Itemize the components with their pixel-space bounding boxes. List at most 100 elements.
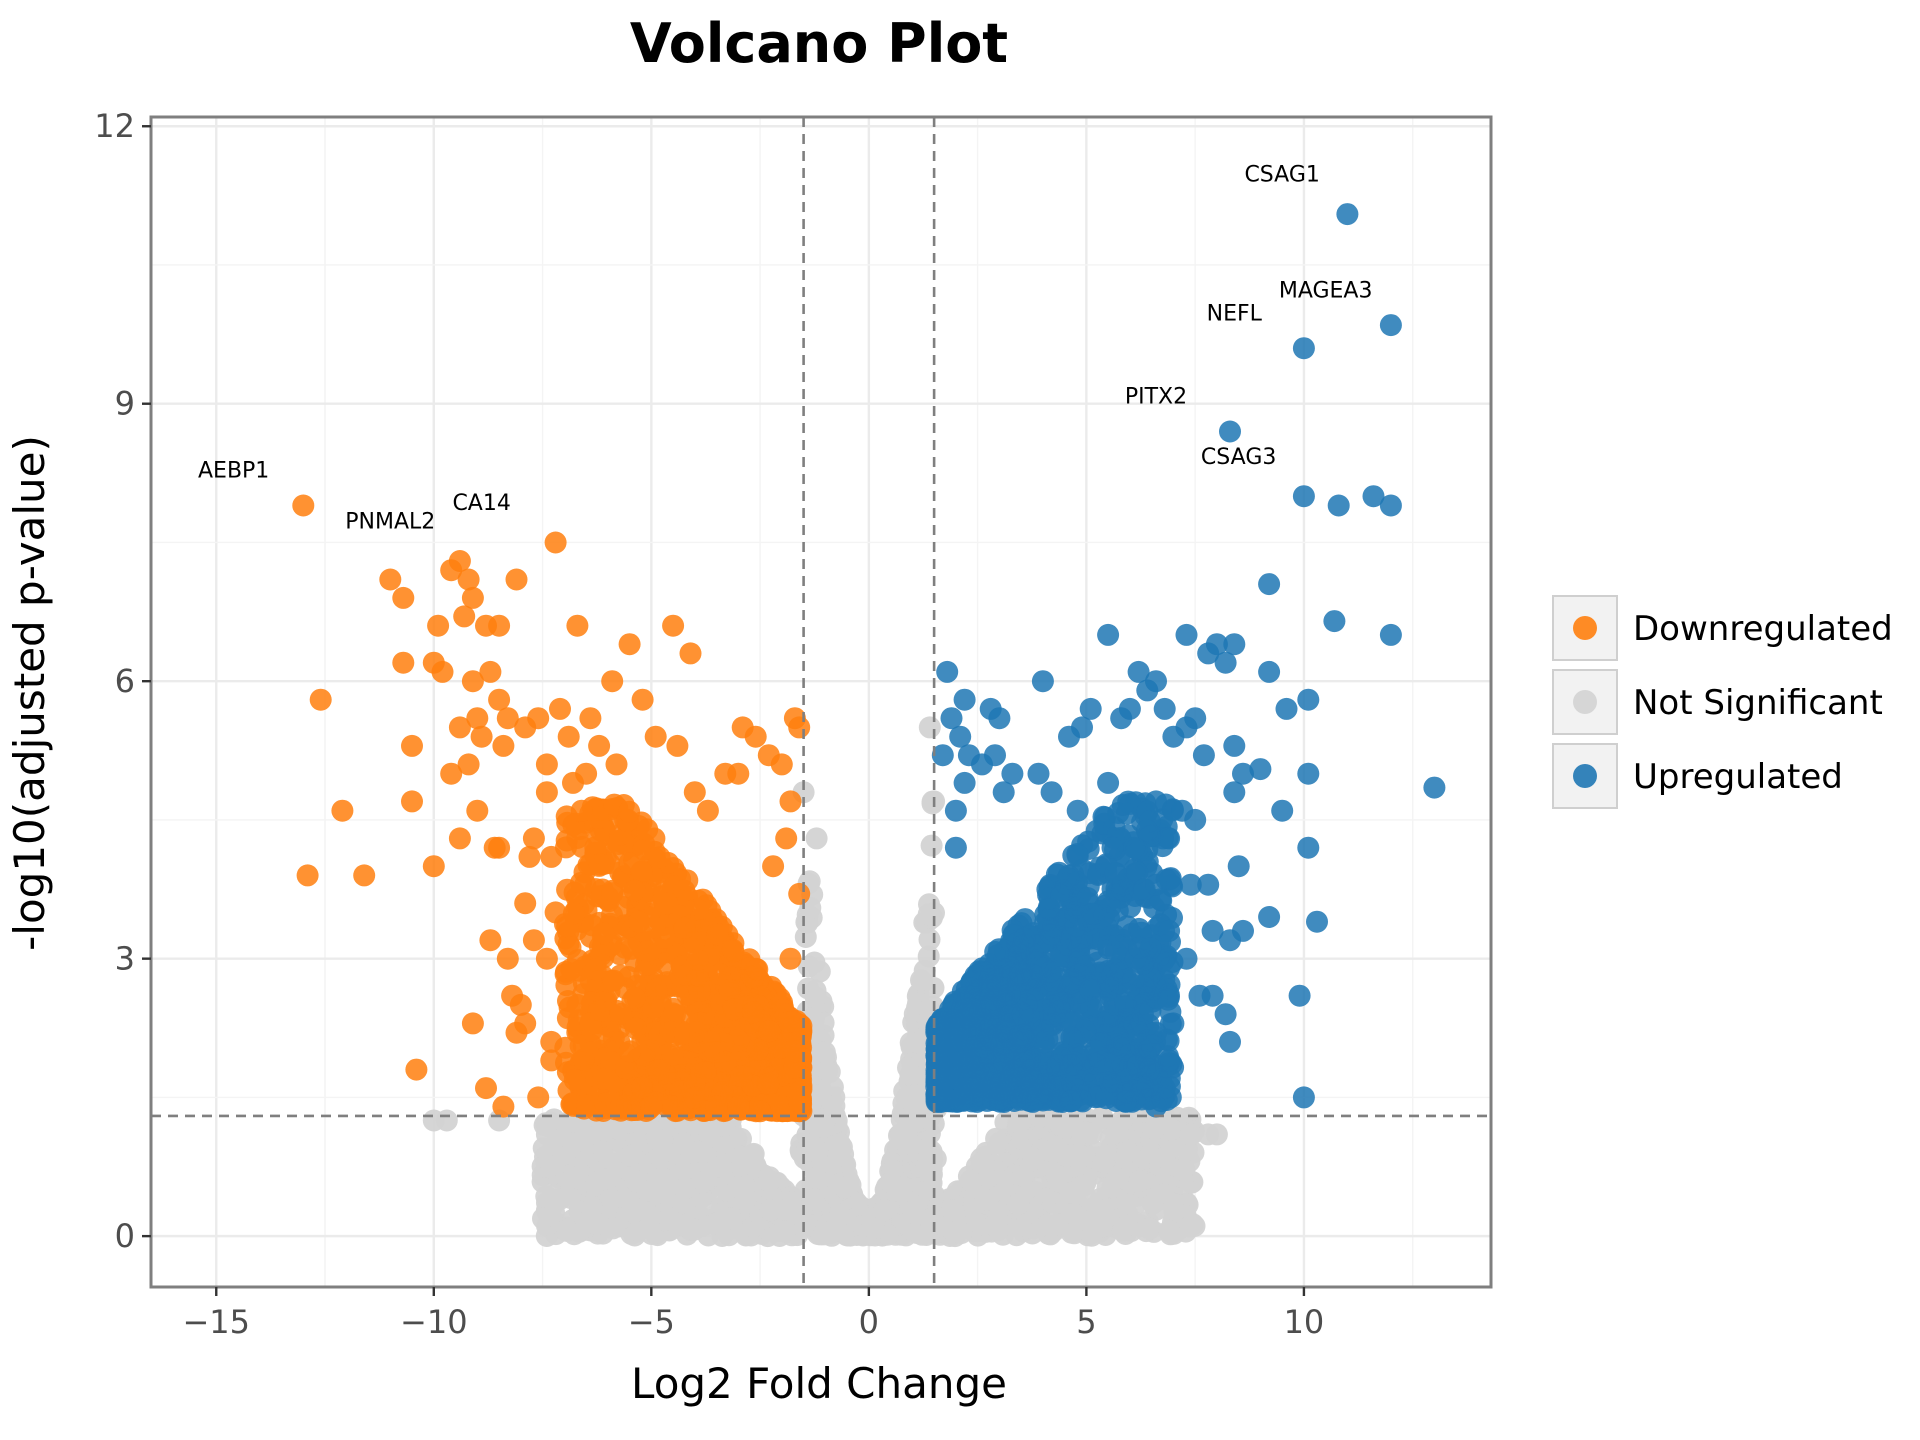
point [1141,1192,1164,1215]
point [727,1095,750,1118]
point [722,940,745,963]
point [705,1095,728,1118]
point [918,928,941,951]
point [640,1095,663,1118]
point [778,1011,801,1033]
point [1297,688,1320,711]
point [549,697,571,720]
point [636,818,659,841]
point [988,1061,1011,1084]
point [1053,1043,1076,1066]
legend-label: Downregulated [1633,609,1893,649]
point [730,1145,753,1168]
point [457,753,480,776]
point [904,1203,927,1226]
point [783,1040,806,1063]
point [586,1212,608,1235]
point [775,827,798,850]
point [1125,1191,1148,1214]
point [1116,1214,1139,1237]
point [623,987,646,1009]
point [379,568,402,591]
point [708,963,731,986]
point [488,614,511,637]
point [1323,610,1346,633]
point [1179,1215,1202,1238]
point [982,1081,1005,1104]
y-tick-label: 6 [115,662,135,700]
x-tick-label: −15 [182,1303,250,1341]
point [1097,623,1120,646]
point [779,947,802,970]
point [605,753,628,776]
point [640,1205,662,1228]
point [1115,995,1138,1018]
point [683,1086,706,1109]
y-axis-title: -log10(adjusted p-value) [5,435,54,951]
y-tick-label: 3 [115,940,135,978]
point [1030,1088,1053,1111]
point [1116,915,1139,938]
point [1021,942,1044,965]
point [1040,781,1063,804]
point [392,651,415,674]
point [1008,1031,1030,1054]
point [1054,1116,1077,1139]
point [579,1012,602,1035]
gene-label: CSAG1 [1244,163,1319,188]
point [1288,984,1311,1007]
point [1184,808,1207,831]
point [992,781,1015,804]
point [431,660,454,683]
point [1306,910,1328,933]
point [666,734,689,757]
point [805,1166,828,1189]
point [1060,1181,1083,1204]
point [1175,947,1198,970]
legend-key [1552,595,1618,661]
point [584,958,607,981]
point [1249,758,1272,781]
point [1145,1021,1167,1044]
point [1297,836,1320,859]
point [920,834,943,857]
point [727,762,750,785]
threshold-lines [151,117,1491,1287]
point [673,879,696,902]
point [788,1091,811,1113]
point [628,910,650,933]
point [639,1179,662,1202]
y-tick-label: 0 [115,1217,135,1255]
point [1104,862,1127,885]
point [1219,1030,1241,1053]
point [1297,762,1320,785]
point [1162,1012,1185,1035]
point [492,1095,515,1118]
point [1336,203,1359,226]
point [1139,1057,1162,1080]
point [1110,707,1133,730]
point [773,1220,796,1243]
point [1060,1090,1083,1113]
point [566,993,589,1016]
point [1362,485,1385,508]
point [1227,855,1250,878]
point [496,947,519,970]
point [1122,1079,1144,1102]
point [619,1144,642,1167]
point [1158,956,1181,979]
point [579,707,602,730]
series-upregulated [925,203,1446,1118]
series-not-significant [422,716,1228,1248]
point [1025,978,1048,1001]
point [1232,919,1254,942]
point [572,1048,595,1071]
point [1271,799,1294,822]
y-tick-label: 9 [115,385,135,423]
point [1158,827,1181,850]
point [1131,952,1154,975]
point [1043,973,1066,996]
gene-label: PNMAL2 [345,510,435,535]
point [744,725,767,748]
point [647,1059,670,1082]
